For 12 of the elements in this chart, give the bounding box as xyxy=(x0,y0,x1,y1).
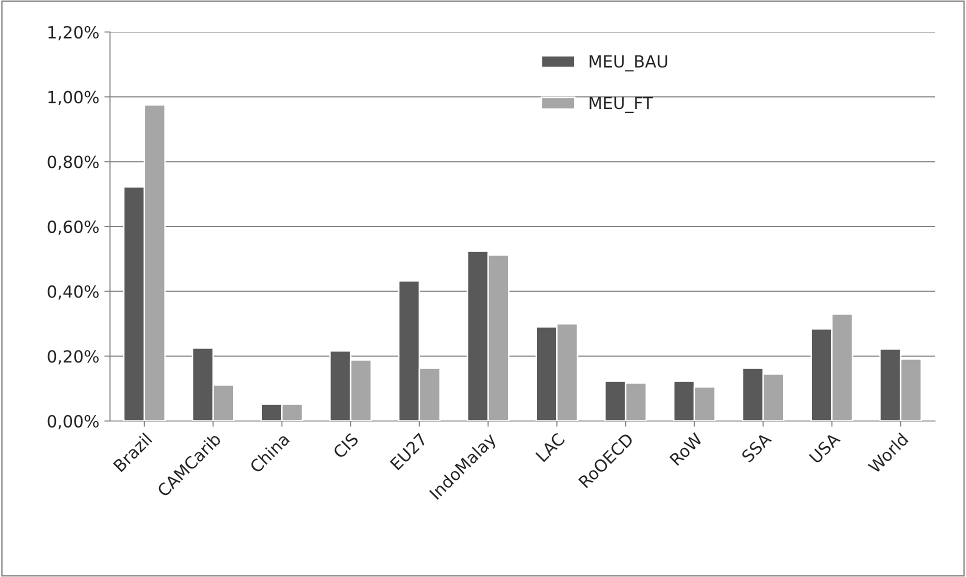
x-tick-label: SSA xyxy=(740,432,772,464)
x-tick-label: USA xyxy=(808,432,841,464)
x-tick-label: CIS xyxy=(332,432,360,460)
legend-label: MEU_BAU xyxy=(590,55,668,72)
y-tick-label: 0,40% xyxy=(48,285,99,300)
legend-label: MEU_FT xyxy=(590,96,654,113)
y-tick-label: 1,20% xyxy=(48,26,99,40)
y-tick-label: 0,80% xyxy=(48,156,99,170)
y-tick-label: 1,00% xyxy=(48,90,99,106)
y-tick-label: 0,60% xyxy=(48,220,99,235)
y-tick-label: 0,00% xyxy=(48,414,99,430)
y-tick-label: 0,20% xyxy=(48,350,99,364)
